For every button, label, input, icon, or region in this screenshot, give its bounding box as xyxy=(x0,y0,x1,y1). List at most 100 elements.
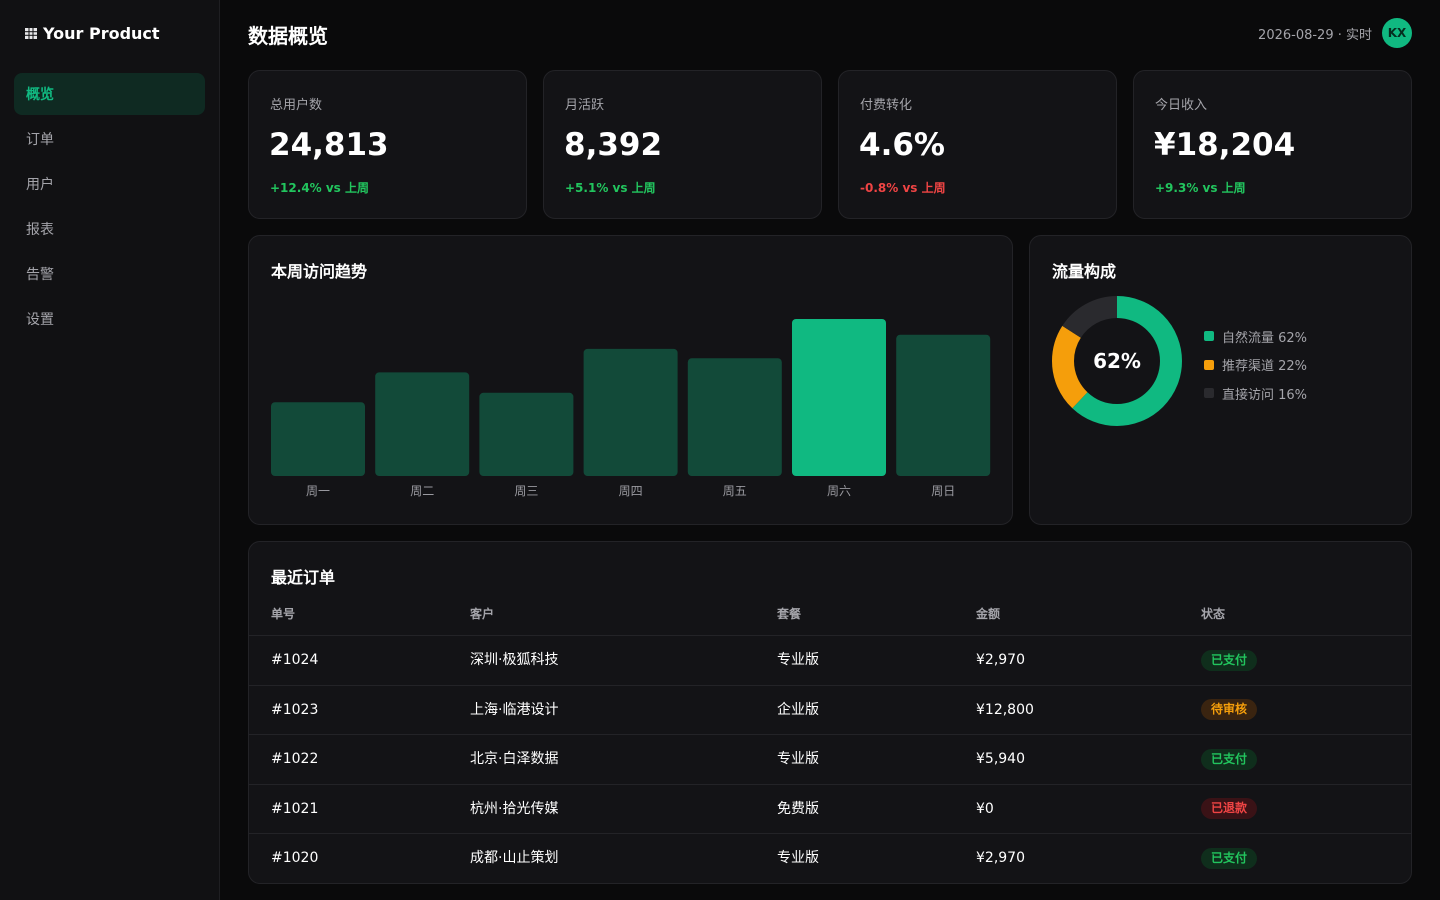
stat-card-total-users: 总用户数 24,813 +12.4% vs 上周 xyxy=(248,70,527,219)
column-header-customer[interactable]: 客户 xyxy=(470,607,495,621)
bar-tick-label: 周日 xyxy=(931,484,955,498)
avatar[interactable]: KX xyxy=(1382,18,1412,48)
bar-tick-label: 周四 xyxy=(619,484,643,498)
stat-value: ¥18,204 xyxy=(1154,127,1296,163)
order-plan: 企业版 xyxy=(777,701,819,718)
stat-value: 4.6% xyxy=(859,127,945,163)
sidebar-item-alerts[interactable]: 告警 xyxy=(14,253,205,295)
column-header-amount[interactable]: 金额 xyxy=(976,607,1001,621)
order-status: 已支付 xyxy=(1201,834,1258,882)
chart-title: 流量构成 xyxy=(1052,262,1117,281)
order-customer: 北京·白泽数据 xyxy=(470,751,559,768)
stat-card-conversion: 付费转化 4.6% -0.8% vs 上周 xyxy=(838,70,1117,219)
bar-3[interactable] xyxy=(583,348,678,476)
legend-item: 推荐渠道 22% xyxy=(1204,351,1307,380)
sidebar-item-label: 用户 xyxy=(26,177,54,193)
legend-item: 自然流量 62% xyxy=(1204,322,1307,351)
donut-slice-1[interactable] xyxy=(1052,296,1182,426)
order-status: 已支付 xyxy=(1201,735,1258,783)
chart-title: 本周访问趋势 xyxy=(271,262,368,281)
order-id: #1023 xyxy=(271,701,319,718)
date-status: 2026-08-29 · 实时 xyxy=(1258,27,1372,43)
stat-label: 付费转化 xyxy=(860,98,913,113)
stat-delta: +9.3% vs 上周 xyxy=(1155,181,1246,195)
order-plan: 专业版 xyxy=(777,850,819,867)
stat-value: 24,813 xyxy=(269,127,389,163)
stat-value: 8,392 xyxy=(564,127,663,163)
bar-6[interactable] xyxy=(896,334,991,476)
order-customer: 杭州·拾光传媒 xyxy=(470,800,559,817)
legend-label: 自然流量 62% xyxy=(1222,330,1308,346)
bar-2[interactable] xyxy=(479,392,574,476)
stat-delta: +5.1% vs 上周 xyxy=(565,181,656,195)
status-badge: 已支付 xyxy=(1201,847,1258,869)
bar-tick-label: 周五 xyxy=(723,484,747,498)
bar-4[interactable] xyxy=(687,358,782,476)
status-badge: 已退款 xyxy=(1201,798,1258,820)
order-id: #1024 xyxy=(271,652,319,668)
bar-1[interactable] xyxy=(375,372,470,476)
table-title: 最近订单 xyxy=(271,568,336,587)
sidebar: Your Product 概览 订单 用户 报表 告警 设置 xyxy=(0,0,220,900)
column-header-id[interactable]: 单号 xyxy=(271,607,296,621)
status-badge: 已支付 xyxy=(1201,748,1258,770)
order-amount: ¥2,970 xyxy=(976,850,1025,867)
grid-icon xyxy=(25,28,37,39)
header-right: 2026-08-29 · 实时 KX xyxy=(1258,18,1412,48)
table-header: 单号 客户 套餐 金额 状态 xyxy=(249,600,1411,634)
brand-logo[interactable]: Your Product xyxy=(25,24,160,43)
order-status: 已退款 xyxy=(1201,785,1258,833)
stat-card-revenue: 今日收入 ¥18,204 +9.3% vs 上周 xyxy=(1133,70,1412,219)
table-row[interactable]: #1023 上海·临港设计 企业版 ¥12,800 待审核 xyxy=(249,684,1411,735)
legend-item: 直接访问 16% xyxy=(1204,379,1307,408)
stat-label: 今日收入 xyxy=(1155,98,1208,113)
table-row[interactable]: #1021 杭州·拾光传媒 免费版 ¥0 已退款 xyxy=(249,783,1411,834)
donut-legend: 自然流量 62% 推荐渠道 22% 直接访问 16% xyxy=(1204,322,1307,408)
column-header-status[interactable]: 状态 xyxy=(1201,607,1226,621)
sidebar-item-label: 告警 xyxy=(26,267,54,283)
table-row[interactable]: #1020 成都·山止策划 专业版 ¥2,970 已支付 xyxy=(249,833,1411,883)
order-customer: 成都·山止策划 xyxy=(470,850,559,867)
traffic-donut-chart xyxy=(1052,296,1182,426)
order-amount: ¥12,800 xyxy=(976,701,1034,718)
donut-center-label: 62% xyxy=(1093,349,1141,373)
order-customer: 上海·临港设计 xyxy=(470,701,559,718)
order-id: #1021 xyxy=(271,800,319,817)
order-amount: ¥0 xyxy=(976,800,994,817)
sidebar-item-users[interactable]: 用户 xyxy=(14,163,205,205)
sidebar-item-overview[interactable]: 概览 xyxy=(14,73,205,115)
order-id: #1022 xyxy=(271,751,319,768)
stat-delta: +12.4% vs 上周 xyxy=(270,181,370,195)
column-header-plan[interactable]: 套餐 xyxy=(777,607,802,621)
sidebar-item-orders[interactable]: 订单 xyxy=(14,118,205,160)
legend-label: 推荐渠道 22% xyxy=(1222,359,1308,375)
table-row[interactable]: #1024 深圳·极狐科技 专业版 ¥2,970 已支付 xyxy=(249,635,1411,685)
stat-card-monthly-active: 月活跃 8,392 +5.1% vs 上周 xyxy=(543,70,822,219)
sidebar-item-label: 订单 xyxy=(26,132,54,148)
bar-5[interactable] xyxy=(792,319,886,476)
bar-tick-label: 周六 xyxy=(827,484,851,498)
traffic-composition-card: 流量构成 62% 自然流量 62% 推荐渠道 22% 直接访问 16% xyxy=(1029,235,1412,525)
bar-0[interactable] xyxy=(271,402,365,476)
order-customer: 深圳·极狐科技 xyxy=(470,652,559,668)
sidebar-item-settings[interactable]: 设置 xyxy=(14,298,205,340)
sidebar-item-reports[interactable]: 报表 xyxy=(14,208,205,250)
order-plan: 专业版 xyxy=(777,751,819,768)
legend-swatch xyxy=(1204,359,1214,370)
weekly-visits-card: 本周访问趋势 周一 周二 周三 周四 周五 周六 周日 xyxy=(248,235,1013,525)
status-badge: 待审核 xyxy=(1201,699,1258,721)
status-badge: 已支付 xyxy=(1201,649,1258,671)
order-status: 待审核 xyxy=(1201,686,1258,734)
page-title: 数据概览 xyxy=(248,24,328,48)
legend-swatch xyxy=(1204,331,1214,342)
order-amount: ¥5,940 xyxy=(976,751,1025,768)
order-amount: ¥2,970 xyxy=(976,652,1025,668)
stat-delta: -0.8% vs 上周 xyxy=(860,181,946,195)
bar-tick-label: 周三 xyxy=(514,484,538,498)
stat-label: 总用户数 xyxy=(270,98,323,113)
bar-tick-label: 周二 xyxy=(410,484,434,498)
brand-name: Your Product xyxy=(43,24,160,43)
table-row[interactable]: #1022 北京·白泽数据 专业版 ¥5,940 已支付 xyxy=(249,734,1411,784)
donut-slice-2[interactable] xyxy=(1052,296,1182,426)
weekly-bar-chart: 周一 周二 周三 周四 周五 周六 周日 xyxy=(271,319,991,498)
